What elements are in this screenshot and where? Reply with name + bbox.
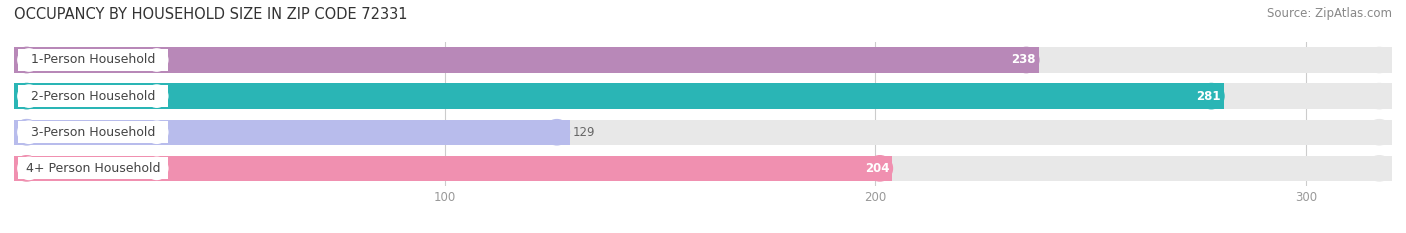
Ellipse shape [14,83,39,109]
Bar [14,120,1392,145]
Ellipse shape [1367,156,1392,181]
Text: 1-Person Household: 1-Person Household [31,54,155,66]
Bar [18,49,167,71]
Ellipse shape [146,121,167,143]
Bar [14,156,1392,181]
Text: 3-Person Household: 3-Person Household [31,126,155,139]
Ellipse shape [14,47,39,73]
Text: 2-Person Household: 2-Person Household [31,90,155,103]
Ellipse shape [18,85,41,107]
Ellipse shape [14,120,39,145]
Ellipse shape [18,157,41,179]
Ellipse shape [18,49,41,71]
Text: 204: 204 [865,162,890,175]
Ellipse shape [14,47,39,73]
Ellipse shape [146,49,167,71]
Ellipse shape [544,120,569,145]
Bar [14,83,1392,109]
Bar [18,121,167,143]
Ellipse shape [1199,83,1225,109]
Ellipse shape [14,120,39,145]
Ellipse shape [1367,120,1392,145]
Bar [14,47,1039,73]
Ellipse shape [868,156,893,181]
Bar [14,83,1225,109]
Text: 129: 129 [572,126,595,139]
Text: 238: 238 [1011,54,1036,66]
Ellipse shape [1014,47,1039,73]
Ellipse shape [14,83,39,109]
Ellipse shape [14,156,39,181]
Bar [18,157,167,179]
Ellipse shape [1367,47,1392,73]
Text: Source: ZipAtlas.com: Source: ZipAtlas.com [1267,7,1392,20]
Text: 4+ Person Household: 4+ Person Household [25,162,160,175]
Ellipse shape [14,156,39,181]
Ellipse shape [146,157,167,179]
Ellipse shape [146,85,167,107]
Text: 281: 281 [1197,90,1220,103]
Bar [14,120,569,145]
Bar [14,156,893,181]
Text: OCCUPANCY BY HOUSEHOLD SIZE IN ZIP CODE 72331: OCCUPANCY BY HOUSEHOLD SIZE IN ZIP CODE … [14,7,408,22]
Ellipse shape [1367,83,1392,109]
Ellipse shape [18,121,41,143]
Bar [14,47,1392,73]
Bar [18,85,167,107]
